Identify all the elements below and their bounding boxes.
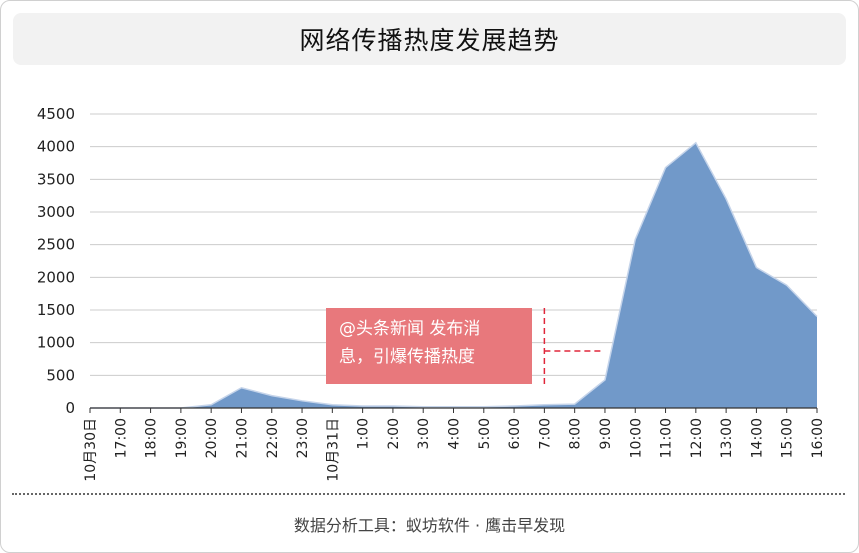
x-tick-label: 20:00 [204,418,220,458]
x-tick-label: 8:00 [568,418,584,449]
y-tick-label: 4500 [37,105,75,123]
x-tick-label: 2:00 [386,418,402,449]
x-tick-label: 6:00 [507,418,523,449]
y-tick-label: 4000 [37,138,75,156]
annotation-text: @头条新闻 发布消 [339,319,480,339]
x-tick-label: 16:00 [810,418,826,458]
y-tick-label: 3000 [37,203,75,221]
divider [12,493,845,495]
y-tick-label: 3500 [37,170,75,188]
y-tick-label: 2000 [37,268,75,286]
x-tick-label: 17:00 [113,418,129,458]
chart-title: 网络传播热度发展趋势 [299,26,560,55]
area-fill [90,142,817,408]
annotation-box [326,308,532,384]
y-tick-label: 500 [46,366,75,384]
x-tick-label: 9:00 [598,418,614,449]
x-tick-label: 10月30日 [83,418,99,482]
x-tick-label: 7:00 [537,418,553,449]
x-tick-label: 23:00 [295,418,311,458]
x-tick-label: 13:00 [719,418,735,458]
x-tick-label: 11:00 [659,418,675,458]
x-tick-label: 21:00 [234,418,250,458]
x-tick-label: 15:00 [780,418,796,458]
x-tick-label: 12:00 [689,418,705,458]
series-line [90,141,818,409]
x-tick-label: 10:00 [628,418,644,458]
y-tick-label: 1000 [37,334,75,352]
x-tick-label: 18:00 [144,418,160,458]
y-tick-label: 1500 [37,301,75,319]
y-tick-label: 2500 [37,236,75,254]
title-box: 网络传播热度发展趋势 [13,13,846,65]
x-tick-label: 4:00 [447,418,463,449]
annotation-text: 息，引爆传播热度 [339,347,475,367]
x-tick-label: 22:00 [265,418,281,458]
x-tick-label: 14:00 [749,418,765,458]
x-tick-label: 1:00 [356,418,372,449]
x-tick-label: 3:00 [416,418,432,449]
footer-credit: 数据分析工具：蚁坊软件 · 鹰击早发现 [293,516,566,535]
y-tick-label: 0 [65,399,75,417]
x-tick-label: 5:00 [477,418,493,449]
x-tick-label: 19:00 [174,418,190,458]
x-tick-label: 10月31日 [325,418,341,482]
